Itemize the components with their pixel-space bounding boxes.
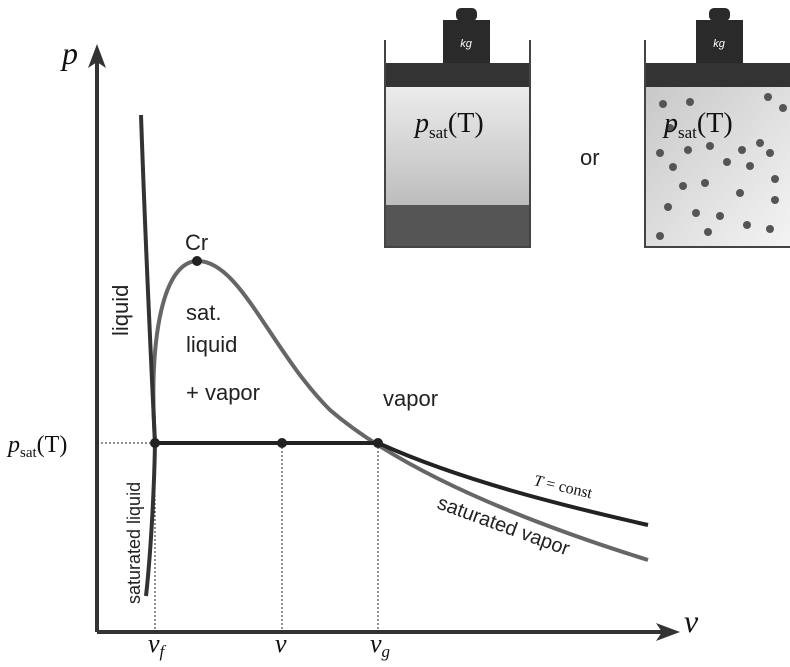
piston bbox=[644, 8, 790, 248]
sub: sat bbox=[20, 445, 37, 461]
mixture-line: liquid bbox=[186, 332, 237, 357]
base: p bbox=[6, 432, 20, 458]
var: T bbox=[532, 472, 546, 491]
base: p bbox=[413, 108, 429, 139]
axes bbox=[88, 44, 680, 641]
volume-label: v bbox=[275, 629, 287, 658]
piston-pressure: psat(T) bbox=[662, 108, 733, 142]
critical-label: Cr bbox=[185, 230, 208, 255]
volume-labels: vf v vg bbox=[148, 629, 390, 661]
x-axis-label: v bbox=[684, 603, 699, 639]
piston bbox=[384, 8, 531, 248]
isotherm bbox=[155, 441, 649, 527]
mixture-line: sat. bbox=[186, 300, 221, 325]
state-points bbox=[150, 256, 383, 448]
rest: = const bbox=[544, 475, 594, 502]
liquid-label: liquid bbox=[108, 285, 133, 336]
sat-liquid-label: saturated liquid bbox=[124, 482, 144, 604]
volume-label: vf bbox=[148, 629, 167, 661]
base: v bbox=[275, 629, 287, 658]
base: p bbox=[662, 108, 678, 139]
volume-label: vg bbox=[370, 629, 390, 661]
mixture-line: + vapor bbox=[186, 380, 260, 405]
weight-label: kg bbox=[460, 38, 473, 50]
or-label: or bbox=[580, 145, 600, 170]
sub: f bbox=[160, 642, 167, 661]
base: v bbox=[148, 629, 160, 658]
arg: (T) bbox=[697, 108, 733, 139]
saturation-dome bbox=[151, 258, 649, 562]
sub: sat bbox=[429, 123, 448, 142]
y-axis-label: p bbox=[60, 35, 78, 71]
guides bbox=[97, 442, 379, 632]
pressure-label: psat(T) bbox=[6, 432, 67, 461]
base: v bbox=[370, 629, 382, 658]
arg: (T) bbox=[37, 432, 68, 458]
weight-label: kg bbox=[713, 38, 726, 50]
liquid-line bbox=[139, 114, 158, 597]
sub: sat bbox=[678, 123, 697, 142]
arg: (T) bbox=[448, 108, 484, 139]
piston-pressure: psat(T) bbox=[413, 108, 484, 142]
sub: g bbox=[382, 642, 391, 661]
vapor-label: vapor bbox=[383, 386, 438, 411]
